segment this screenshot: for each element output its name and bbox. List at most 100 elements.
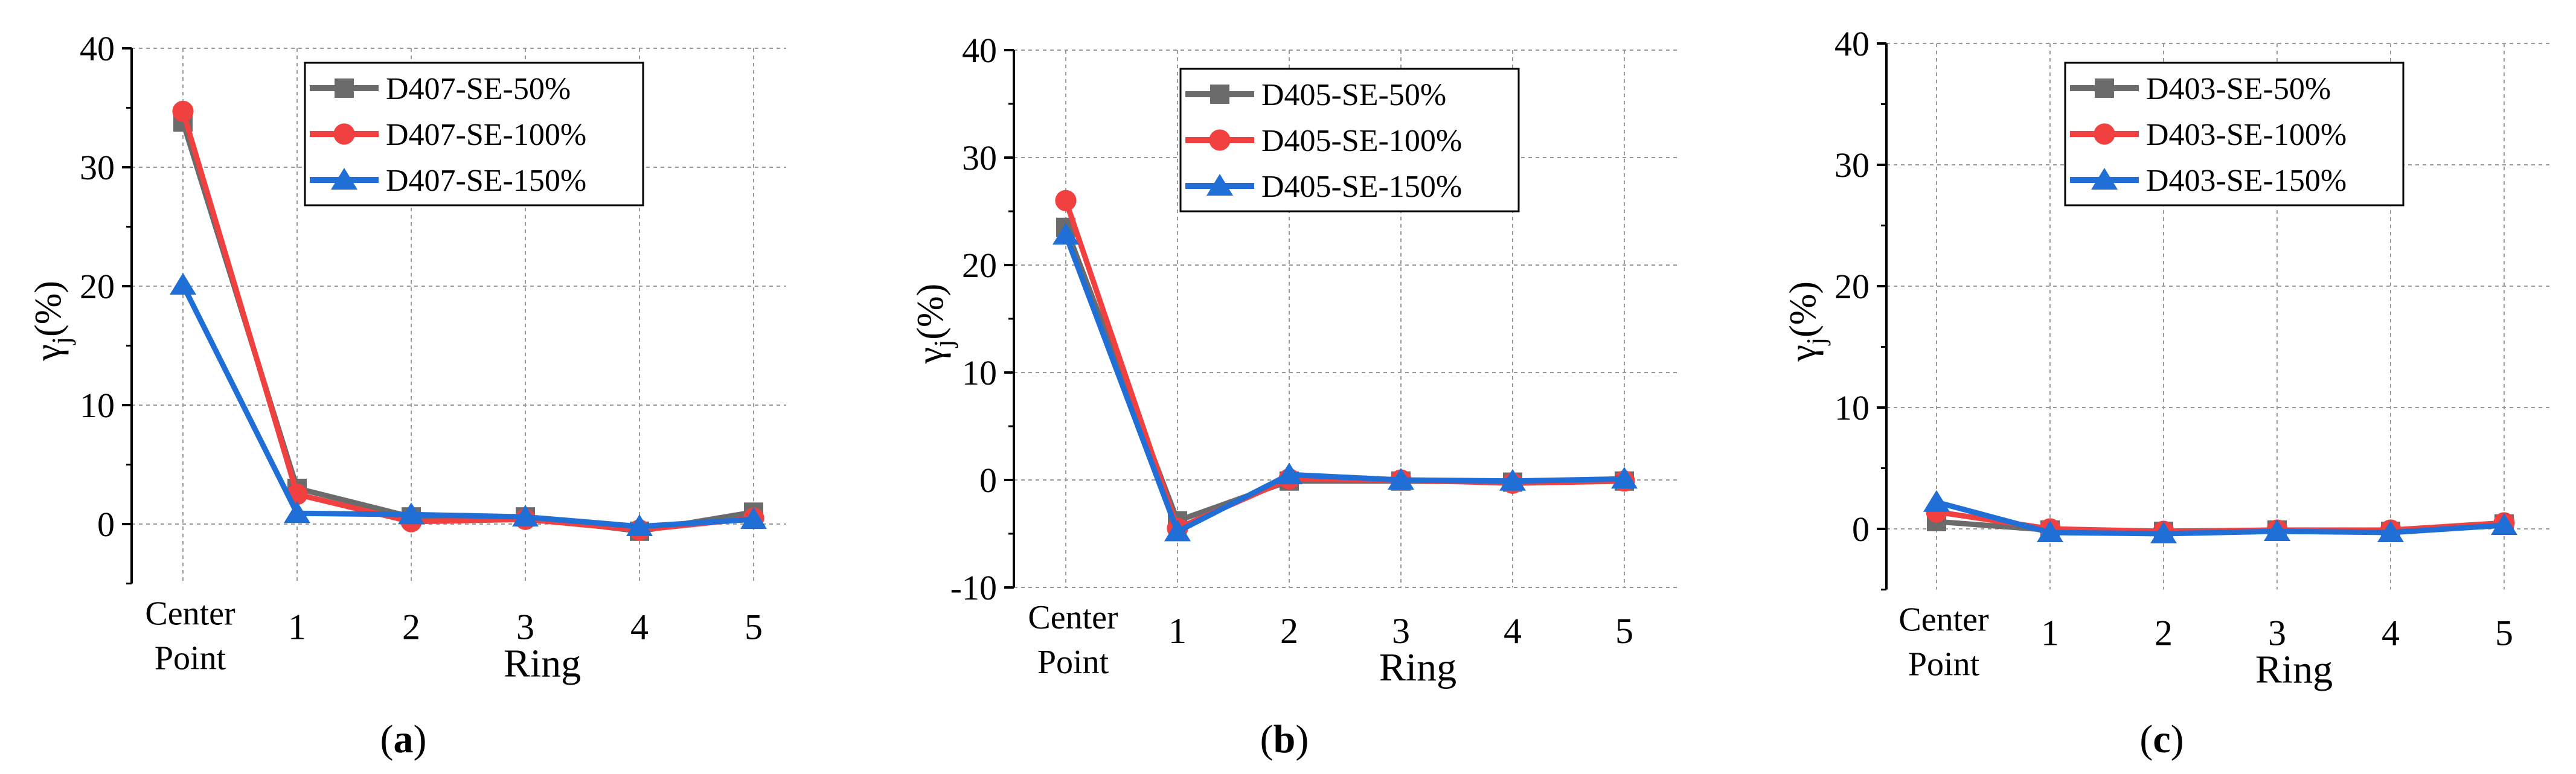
chart-panel-2: -10 0 10 20 30 40 γj(%) Center Point 1 2 3 4 5 Ring D40… [910,31,1679,761]
y-axis-label: γj(%) [28,281,76,362]
x-tick-label: 1 [288,607,306,647]
x-tick-label: Center [145,595,235,633]
x-tick-label: 3 [2268,613,2286,653]
data-point [2264,519,2290,542]
y-tick-label: 20 [1834,267,1870,306]
legend-label: D403-SE-100% [2146,118,2347,152]
y-axis: 0 10 20 30 40 [1834,24,1888,590]
y-tick-label: -10 [950,568,997,607]
series-line [180,110,754,533]
series-line [180,284,754,529]
x-tick-label: Center [1028,599,1118,636]
x-axis: Center Point 1 2 3 4 5 [145,595,763,677]
x-tick-label: 4 [1504,611,1522,651]
x-tick-label: 3 [1392,611,1410,651]
data-point [626,514,653,536]
panel-label: (b) [1260,717,1309,761]
y-axis-label: γj(%) [910,284,958,365]
series-3 [1923,490,2517,544]
legend-marker [1209,129,1231,151]
legend-marker [333,123,355,145]
legend-label: D405-SE-50% [1261,78,1446,112]
data-point [1055,190,1077,211]
y-axis-label: γj(%) [1783,281,1831,362]
x-tick-label: Point [155,640,226,677]
x-axis-label: Ring [504,642,581,686]
legend-marker [331,168,357,190]
x-tick-label: 5 [2495,613,2513,653]
data-point [2150,522,2177,544]
x-tick-label: Point [1037,644,1109,681]
data-point [512,505,539,527]
chart-panel-3: 0 10 20 30 40 γj(%) Center Point 1 2 3 4 5 Ring D403-S… [1783,24,2552,761]
series-line [1063,234,1625,534]
y-tick-label: 30 [962,138,997,178]
x-tick-label: 2 [2155,613,2173,653]
data-point [1164,519,1191,542]
y-tick-label: 30 [1834,146,1870,185]
y-tick-label: 0 [97,505,115,544]
y-axis: -10 0 10 20 30 40 [950,31,1015,607]
x-tick-label: 4 [630,607,649,647]
legend-label: D407-SE-100% [386,118,586,152]
y-tick-label: 10 [1834,388,1870,427]
grid [1886,43,2552,590]
x-tick-label: 1 [2041,613,2059,653]
data-point [2037,520,2063,543]
legend-label: D405-SE-100% [1261,124,1462,158]
legend-label: D403-SE-50% [2146,72,2331,106]
y-tick-label: 30 [80,148,115,187]
legend-marker [1210,85,1229,104]
data-point [1388,468,1414,490]
y-tick-label: 40 [80,29,115,68]
y-tick-label: 40 [1834,24,1870,63]
x-axis: Center Point 1 2 3 4 5 [1898,601,2513,683]
y-tick-label: 0 [1852,510,1870,549]
legend-marker [2094,123,2115,145]
series-3 [1053,223,1638,542]
y-tick-label: 20 [962,246,997,285]
legend-marker [2095,78,2114,98]
x-tick-label: 1 [1168,611,1187,651]
x-tick-label: 5 [745,607,763,647]
data-point [172,100,194,123]
panel-label: (a) [380,717,427,761]
panel-label: (c) [2139,717,2184,761]
series-2 [1055,190,1635,539]
x-tick-label: 3 [516,607,534,647]
legend-marker [1206,174,1233,196]
y-tick-label: 10 [962,353,997,392]
chart-panel-1: 0 10 20 30 40 γj(%) Center Point 1 2 3 4 5 Ring D407-S… [28,29,786,761]
legend: D407-SE-50% D407-SE-100% D407-SE-150% [304,62,644,206]
data-point [284,501,310,523]
legend-label: D407-SE-150% [386,164,586,198]
y-axis: 0 10 20 30 40 [80,29,133,584]
series-line [1935,499,2505,537]
x-axis-label: Ring [2255,648,2333,692]
x-tick-label: 4 [2382,613,2400,653]
data-point [1611,467,1638,489]
legend-marker [2091,168,2118,190]
y-tick-label: 0 [979,461,997,500]
data-point [1276,462,1302,485]
legend: D405-SE-50% D405-SE-100% D405-SE-150% [1179,68,1520,213]
data-point [398,502,425,525]
data-point [1053,223,1079,245]
data-point [1499,469,1526,491]
data-point [2491,513,2517,535]
legend-label: D405-SE-150% [1261,170,1462,204]
legend-label: D407-SE-50% [386,72,571,106]
y-tick-label: 20 [80,267,115,306]
data-point [740,507,767,529]
legend-marker [335,78,354,98]
x-tick-label: 5 [1615,611,1633,651]
y-tick-label: 40 [962,31,997,70]
x-tick-label: Center [1898,601,1989,639]
x-tick-label: 2 [402,607,420,647]
x-tick-label: Point [1908,646,1980,683]
data-point [170,273,196,295]
series-3 [170,273,767,536]
data-point [2377,520,2404,543]
legend: D403-SE-50% D403-SE-100% D403-SE-150% [2064,62,2405,206]
